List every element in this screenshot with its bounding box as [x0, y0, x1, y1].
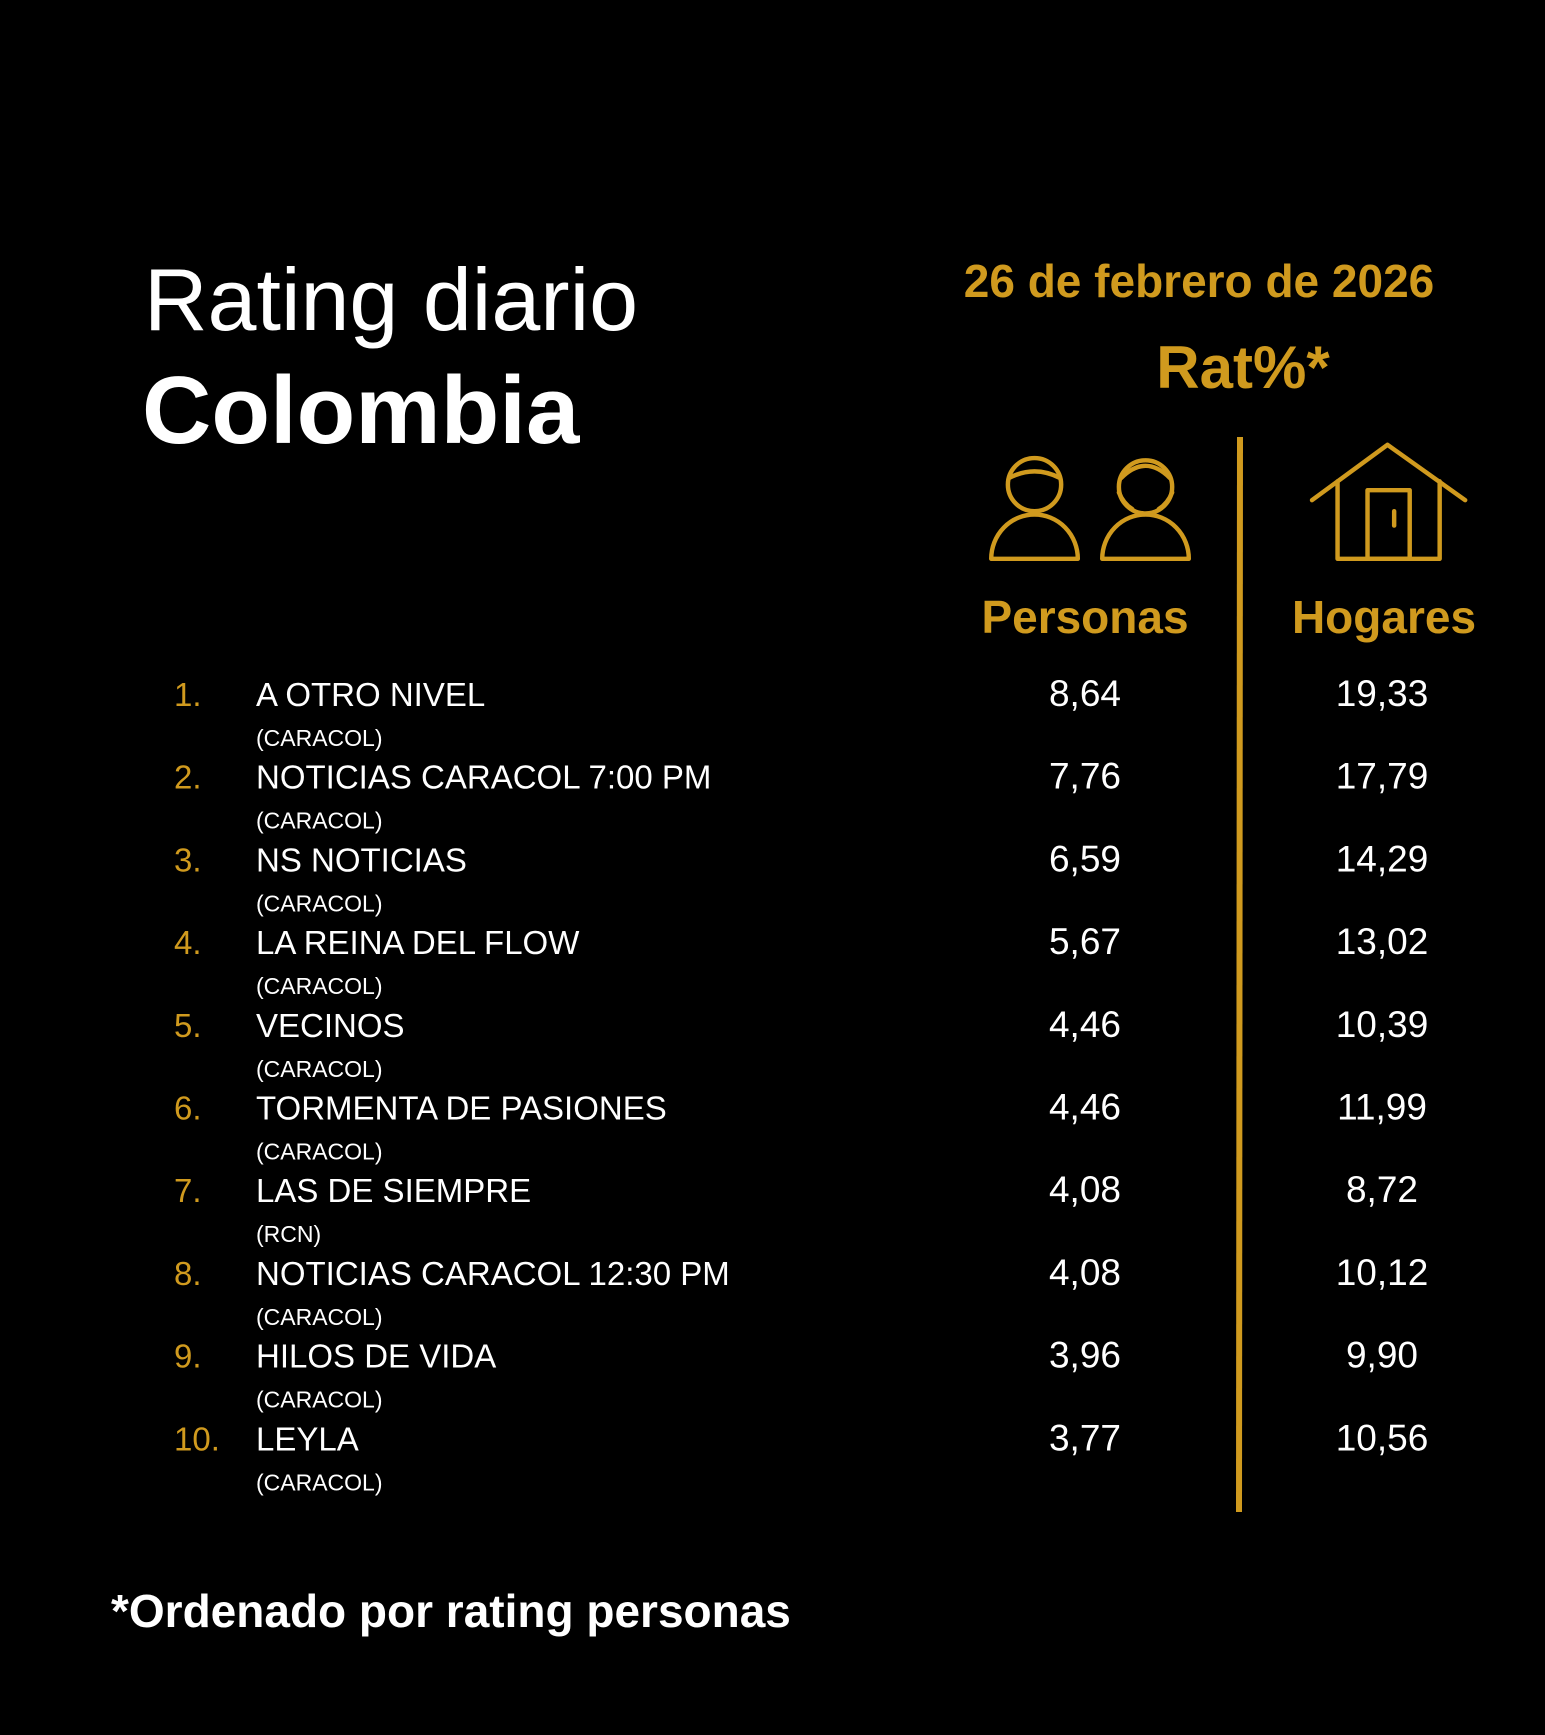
hogares-value: 8,72: [1346, 1169, 1418, 1210]
rank: 4.: [174, 924, 202, 961]
channel: (CARACOL): [256, 725, 383, 751]
program: NOTICIAS CARACOL 7:00 PM: [256, 759, 711, 796]
channel: (CARACOL): [256, 1469, 383, 1495]
rank: 10.: [174, 1420, 220, 1457]
persons-icon: [989, 455, 1192, 561]
icons: [989, 442, 1468, 561]
program: NOTICIAS CARACOL 12:30 PM: [256, 1255, 730, 1292]
channel: (CARACOL): [256, 1056, 383, 1082]
rank: 7.: [174, 1172, 202, 1209]
program: LA REINA DEL FLOW: [256, 924, 580, 961]
title-country: Colombia: [142, 357, 580, 464]
hogares-value: 10,39: [1336, 1004, 1429, 1045]
hogares-value: 10,56: [1336, 1417, 1429, 1458]
hogares-value: 13,02: [1336, 921, 1429, 962]
program: NS NOTICIAS: [256, 841, 467, 878]
column-header: Hogares: [1292, 591, 1476, 643]
personas-value: 4,08: [1049, 1252, 1121, 1293]
program: VECINOS: [256, 1007, 405, 1044]
hogares-value: 14,29: [1336, 838, 1429, 879]
personas-value: 8,64: [1049, 673, 1121, 714]
rank: 9.: [174, 1338, 202, 1375]
channel: (CARACOL): [256, 808, 383, 834]
footnote: *Ordenado por rating personas: [111, 1585, 791, 1637]
program: A OTRO NIVEL: [256, 676, 485, 713]
title: Rating diario: [144, 250, 638, 349]
hogares-value: 11,99: [1337, 1087, 1427, 1128]
personas-value: 6,59: [1049, 838, 1121, 879]
rank: 1.: [174, 676, 202, 713]
divider: [1236, 436, 1243, 1513]
personas-value: 4,46: [1049, 1087, 1121, 1128]
rank: 5.: [174, 1007, 202, 1044]
program: LAS DE SIEMPRE: [256, 1172, 531, 1209]
hogares-value: 10,12: [1336, 1252, 1429, 1293]
program: LEYLA: [256, 1420, 359, 1457]
hogares-value: 19,33: [1336, 673, 1429, 714]
column-header: Personas: [981, 591, 1188, 643]
hogares-value: 17,79: [1336, 756, 1429, 797]
channel: (CARACOL): [256, 1304, 383, 1330]
table: 1. A OTRO NIVEL (CARACOL) 8,64 19,33 2. NOTICI…: [174, 673, 1428, 1495]
channel: (RCN): [256, 1221, 321, 1247]
personas-value: 5,67: [1049, 921, 1121, 962]
rank: 3.: [174, 841, 202, 878]
metric: Rat%*: [1156, 334, 1330, 401]
personas-value: 3,96: [1049, 1335, 1121, 1376]
personas-value: 4,46: [1049, 1004, 1121, 1045]
hogares-value: 9,90: [1346, 1335, 1418, 1376]
channel: (CARACOL): [256, 1387, 383, 1413]
personas-value: 7,76: [1049, 756, 1121, 797]
channel: (CARACOL): [256, 973, 383, 999]
program: HILOS DE VIDA: [256, 1338, 496, 1375]
program: TORMENTA DE PASIONES: [256, 1090, 667, 1127]
rank: 6.: [174, 1090, 202, 1127]
personas-value: 3,77: [1049, 1417, 1121, 1458]
personas-value: 4,08: [1049, 1169, 1121, 1210]
rank: 8.: [174, 1255, 202, 1292]
channel: (CARACOL): [256, 1139, 383, 1165]
date: 26 de febrero de 2026: [964, 255, 1434, 307]
house-icon: [1309, 442, 1468, 561]
rank: 2.: [174, 759, 202, 796]
channel: (CARACOL): [256, 890, 383, 916]
